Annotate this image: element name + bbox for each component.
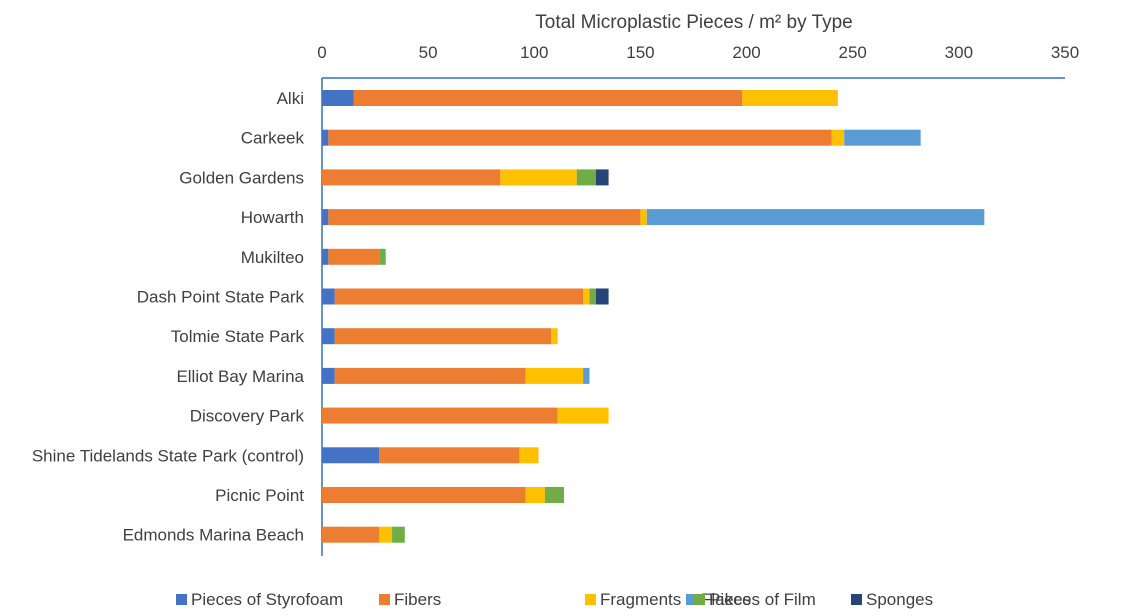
category-label: Dash Point State Park	[137, 288, 305, 307]
legend-swatch	[379, 594, 390, 605]
category-labels: Alki Carkeek Golden Gardens Howarth Mukilteo…	[32, 89, 305, 545]
legend-label: Fibers	[394, 590, 441, 609]
bar-segment	[334, 288, 584, 305]
bar-segment	[328, 248, 380, 265]
bar-segment	[322, 209, 329, 226]
category-label: Elliot Bay Marina	[176, 367, 304, 386]
bar-segment	[551, 328, 558, 345]
bar-segment	[328, 209, 641, 226]
bar-segment	[742, 90, 838, 106]
legend-swatch	[851, 594, 862, 605]
bar-segment	[322, 487, 526, 503]
bar-segment	[595, 288, 609, 305]
bar-segment	[595, 169, 609, 186]
bar-segment	[379, 248, 386, 265]
bar-segment	[392, 526, 405, 543]
legend-label: Fragments	[600, 590, 681, 609]
category-label: Mukilteo	[241, 248, 304, 267]
bar-segment	[557, 407, 609, 424]
bar-segment	[322, 407, 558, 424]
bar-segment	[500, 169, 577, 186]
bar-segment	[334, 328, 552, 345]
x-tick-label: 150	[626, 43, 654, 62]
category-label: Picnic Point	[215, 486, 304, 505]
x-tick-label: 200	[732, 43, 760, 62]
bar-segment	[640, 209, 647, 226]
x-axis-title: Total Microplastic Pieces / m² by Type	[535, 12, 852, 33]
legend-swatch	[176, 594, 187, 605]
x-tick-label: 300	[945, 43, 973, 62]
bar-segment	[322, 288, 335, 305]
x-tick-label: 100	[520, 43, 548, 62]
bar-segment	[334, 367, 526, 384]
bar-segment	[525, 487, 545, 503]
category-label: Tolmie State Park	[171, 327, 305, 346]
category-label: Alki	[277, 89, 304, 108]
legend-swatch	[694, 594, 705, 605]
category-label: Howarth	[241, 208, 304, 227]
bar-segment	[576, 169, 596, 186]
bar-segment	[831, 129, 845, 146]
x-tick-label: 0	[317, 43, 326, 62]
category-label: Shine Tidelands State Park (control)	[32, 446, 304, 465]
bar-segment	[328, 129, 832, 146]
category-label: Carkeek	[241, 129, 305, 148]
bar-segment	[322, 129, 329, 146]
bar-segment	[519, 447, 539, 464]
bar-segment	[525, 367, 584, 384]
x-tick-label: 250	[839, 43, 867, 62]
legend-label: Pieces of Styrofoam	[191, 590, 343, 609]
category-label: Golden Gardens	[179, 168, 304, 187]
bar-segments	[322, 90, 985, 543]
bar-segment	[589, 288, 596, 305]
legend: Pieces of Styrofoam Fibers Fragments Flakes…	[176, 590, 933, 609]
bar-segment	[322, 248, 329, 265]
legend-label: Flakes	[701, 590, 751, 609]
category-label: Edmonds Marina Beach	[123, 526, 304, 545]
bar-segment	[322, 367, 335, 384]
bar-segment	[322, 169, 501, 186]
legend-swatch	[585, 594, 596, 605]
legend-label: Sponges	[866, 590, 933, 609]
bar-segment	[322, 526, 380, 543]
x-tick-label: 50	[419, 43, 438, 62]
bar-segment	[646, 209, 985, 226]
legend-swatch	[686, 594, 697, 605]
bar-segment	[322, 328, 335, 345]
x-tick-label: 350	[1051, 43, 1079, 62]
legend-label: Pieces of Film	[709, 590, 816, 609]
x-tick-labels: 0 50 100 150 200 250 300 350	[317, 43, 1079, 62]
bar-segment	[322, 447, 380, 464]
bar-segment	[322, 90, 354, 106]
bar-segment	[544, 487, 565, 503]
bar-segment	[379, 447, 520, 464]
bar-segment	[353, 90, 743, 106]
bar-segment	[379, 526, 393, 543]
bar-segment	[844, 129, 921, 146]
bar-segment	[583, 367, 590, 384]
category-label: Discovery Park	[190, 407, 305, 426]
bar-segment	[583, 288, 590, 305]
